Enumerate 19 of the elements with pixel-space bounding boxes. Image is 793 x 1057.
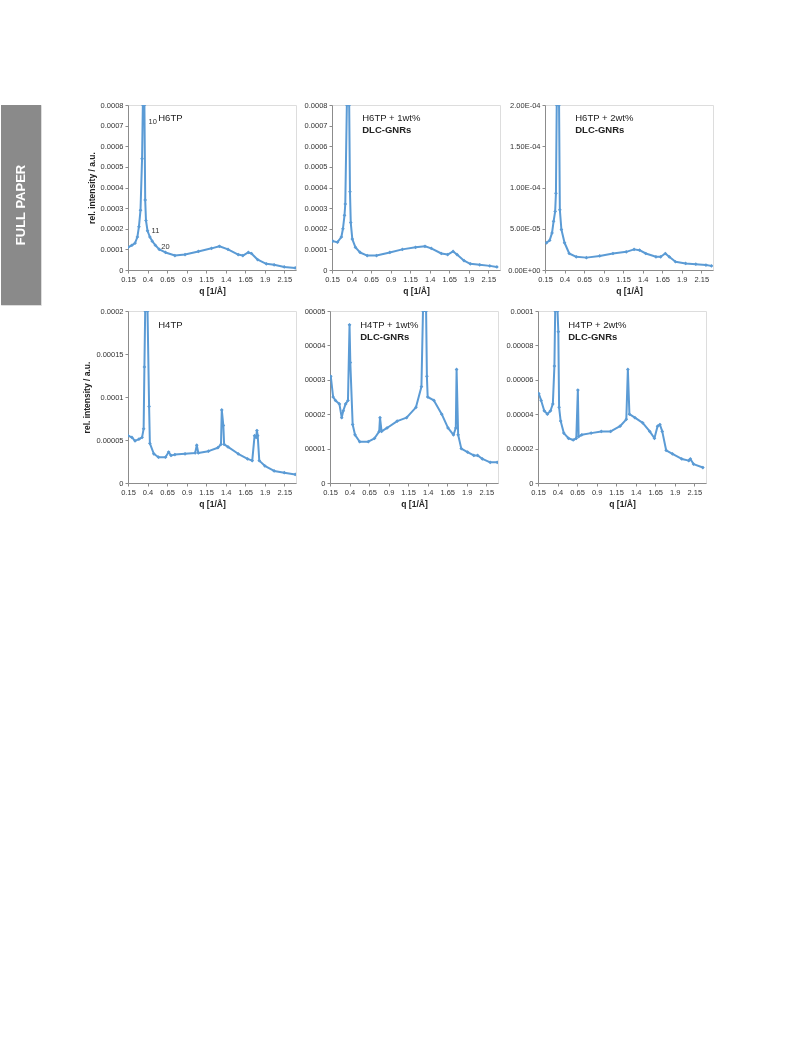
x-axis-title: q [1/Å] (616, 286, 643, 296)
text: DLC-GNRs (568, 330, 618, 342)
text: H6TP + 2wt% (575, 112, 634, 124)
text: H4TP + 1wt% (360, 318, 419, 330)
text: FULL PAPER (13, 164, 28, 246)
x-axis-title: q [1/Å] (199, 286, 226, 296)
x-axis-title: q [1/Å] (199, 499, 226, 509)
x-axis-title: q [1/Å] (401, 499, 428, 509)
text: H6TP (158, 112, 183, 124)
text: DLC-GNRs (575, 123, 625, 135)
x-axis-title: q [1/Å] (609, 499, 636, 509)
text: H4TP + 2wt% (568, 318, 627, 330)
y-axis-title: rel. intensity / a.u. (82, 361, 93, 434)
x-axis-title: q [1/Å] (403, 286, 430, 296)
text: H4TP (158, 318, 183, 330)
y-axis-title: rel. intensity / a.u. (86, 152, 97, 224)
text: DLC-GNRs (360, 330, 410, 342)
text: DLC-GNRs (362, 123, 412, 135)
text: H6TP + 1wt% (362, 112, 421, 124)
